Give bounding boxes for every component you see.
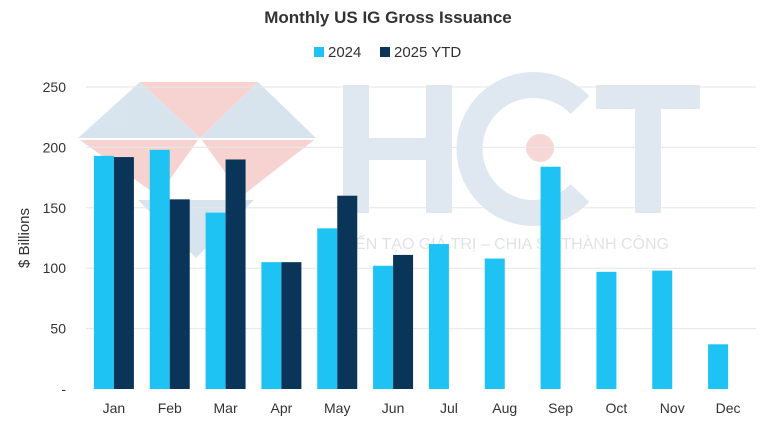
watermark-c-dot	[526, 134, 554, 162]
x-tick-label: Dec	[716, 400, 741, 416]
bar-2024-jul	[428, 244, 449, 389]
x-tick-label: Jun	[382, 400, 405, 416]
y-axis-label: $ Billions	[16, 208, 33, 268]
legend: 2024 2025 YTD	[314, 44, 461, 61]
x-tick-label: Jan	[103, 400, 126, 416]
y-axis-ticks: - 50 100 150 200 250	[43, 79, 67, 397]
x-tick-label: Oct	[606, 400, 628, 416]
bar-2025-ytd-apr	[281, 262, 302, 389]
bar-2025-ytd-jan	[113, 157, 134, 389]
watermark-letter-c	[456, 72, 590, 226]
legend-swatch-2024	[314, 47, 324, 57]
gridlines	[86, 86, 756, 330]
bar-2024-apr	[261, 262, 282, 389]
x-tick-label: Feb	[158, 400, 182, 416]
chart-title: Monthly US IG Gross Issuance	[264, 8, 512, 27]
bars	[93, 149, 729, 389]
x-tick-label: Apr	[271, 400, 293, 416]
watermark-letter-t-stem	[635, 85, 661, 213]
bar-2025-ytd-may	[337, 195, 358, 389]
x-tick-label: Aug	[492, 400, 517, 416]
legend-label-2025-ytd: 2025 YTD	[394, 44, 461, 61]
bar-2024-jun	[373, 265, 394, 389]
y-tick-label: 200	[43, 139, 67, 155]
watermark-tagline: KIẾN TẠO GIÁ TRỊ – CHIA SẺ THÀNH CÔNG	[340, 234, 669, 253]
x-tick-label: Nov	[660, 400, 685, 416]
y-tick-label: 100	[43, 260, 67, 276]
bar-2024-aug	[484, 258, 505, 389]
y-tick-label: 250	[43, 79, 67, 95]
bar-2024-dec	[708, 344, 729, 389]
watermark-diamond-bottom-right	[202, 140, 314, 196]
legend-swatch-2025-ytd	[380, 47, 390, 57]
y-tick-label: -	[61, 381, 66, 397]
y-tick-label: 150	[43, 200, 67, 216]
bar-2025-ytd-mar	[225, 159, 246, 389]
bar-2024-jan	[93, 155, 114, 389]
y-tick-label: 50	[50, 321, 66, 337]
x-tick-label: May	[324, 400, 350, 416]
watermark-letter-h-bar	[343, 138, 452, 160]
x-tick-label: Mar	[214, 400, 238, 416]
x-tick-label: Jul	[440, 400, 458, 416]
x-axis-ticks: Jan Feb Mar Apr May Jun Jul Aug Sep Oct Nov Dec	[103, 400, 741, 416]
bar-2024-mar	[205, 212, 226, 389]
bar-2024-feb	[149, 149, 170, 389]
watermark-diamond-left	[78, 82, 200, 138]
bar-2024-oct	[596, 271, 617, 389]
bar-2025-ytd-jun	[393, 254, 414, 389]
bar-2024-nov	[652, 270, 673, 389]
bar-2025-ytd-feb	[169, 199, 190, 389]
bar-2024-may	[317, 228, 338, 389]
legend-label-2024: 2024	[328, 44, 361, 61]
bar-2024-sep	[540, 166, 561, 389]
watermark-diamond-right	[200, 82, 316, 138]
watermark-diamond-top	[140, 82, 258, 138]
x-tick-label: Sep	[548, 400, 573, 416]
